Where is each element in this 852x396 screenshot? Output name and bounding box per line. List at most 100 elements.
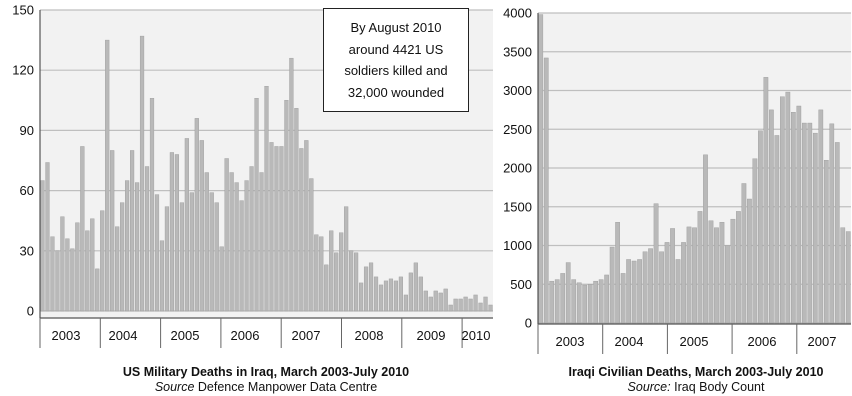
right-chart-title: Iraqi Civilian Deaths, March 2003-July 2… — [568, 365, 824, 379]
left-bar — [184, 138, 189, 312]
left-bar — [144, 166, 150, 312]
right-bar — [697, 211, 703, 324]
left-y-tick-label: 120 — [12, 63, 34, 78]
left-bar — [259, 172, 264, 312]
right-bar — [840, 227, 846, 324]
right-bar — [818, 109, 824, 324]
right-bar — [571, 279, 577, 324]
left-bar — [478, 302, 483, 312]
left-bar — [393, 280, 399, 312]
left-x-tick-labels: 2003 2004 2005 2006 2007 2008 2009 2010 — [52, 328, 491, 343]
left-bar — [274, 146, 279, 312]
left-x-tick-label: 2009 — [417, 328, 446, 343]
left-bar — [194, 118, 199, 312]
right-bar — [736, 211, 741, 324]
right-bar — [598, 279, 604, 324]
left-y-tick-label: 90 — [20, 123, 34, 138]
right-bar — [758, 130, 763, 324]
left-bar — [383, 280, 389, 312]
left-bar — [304, 140, 309, 312]
right-bar — [543, 57, 549, 324]
right-x-tick-labels: 2003 2004 2005 2006 2007 — [556, 334, 837, 349]
right-bar — [637, 259, 642, 324]
right-bar — [664, 242, 670, 324]
right-bar — [785, 91, 791, 324]
left-bar — [234, 182, 239, 312]
right-bar — [747, 198, 752, 324]
left-bar — [90, 218, 95, 312]
left-bar — [95, 268, 100, 312]
right-bar — [653, 203, 659, 324]
left-bar — [149, 98, 155, 312]
left-x-tick-label: 2008 — [355, 328, 384, 343]
left-bar — [189, 192, 194, 312]
left-bar — [378, 284, 384, 312]
right-bar — [692, 227, 697, 324]
left-x-tick-label: 2004 — [109, 328, 138, 343]
left-bar — [154, 194, 160, 312]
right-axes — [537, 13, 851, 354]
left-bar — [418, 276, 423, 312]
left-bar — [65, 238, 70, 312]
right-y-tick-label: 3000 — [503, 83, 532, 98]
left-bar — [244, 180, 249, 312]
left-bar — [329, 230, 334, 312]
right-bar — [675, 259, 681, 324]
left-bar — [130, 150, 135, 312]
left-axes — [39, 10, 493, 348]
left-bar — [70, 248, 75, 312]
left-bar — [239, 200, 244, 312]
right-chart-caption: Iraqi Civilian Deaths, March 2003-July 2… — [540, 365, 852, 395]
left-y-tick-label: 150 — [12, 3, 34, 18]
left-bar — [55, 250, 60, 312]
right-y-tick-label: 2500 — [503, 122, 532, 137]
right-bar — [763, 77, 769, 324]
left-bar — [309, 178, 314, 312]
right-y-tick-label: 2000 — [503, 161, 532, 176]
left-bar — [249, 166, 254, 312]
right-bar — [686, 226, 692, 324]
right-bar — [752, 158, 758, 324]
right-source-label: Source: — [627, 380, 671, 394]
left-bar — [438, 292, 443, 312]
right-bar — [703, 154, 708, 324]
right-bar — [549, 280, 555, 324]
left-bar — [229, 172, 234, 312]
right-bar — [659, 251, 664, 324]
left-bar — [324, 264, 329, 312]
right-x-tick-label: 2005 — [680, 334, 709, 349]
left-bar — [159, 240, 165, 312]
right-x-tick-label: 2007 — [808, 334, 837, 349]
right-bar — [796, 105, 802, 324]
left-y-tick-label: 0 — [27, 304, 34, 319]
right-y-tick-label: 1000 — [503, 238, 532, 253]
left-bar — [214, 202, 219, 312]
right-bar — [719, 222, 725, 324]
left-bar — [110, 150, 115, 312]
right-bar — [670, 228, 675, 324]
left-bar — [199, 140, 204, 312]
right-bar — [582, 284, 588, 324]
right-y-tick-labels: 0 500 1000 1500 2000 2500 3000 3500 4000 — [503, 6, 532, 331]
left-bar — [254, 98, 259, 312]
right-bar — [725, 245, 730, 324]
right-y-tick-label: 4000 — [503, 6, 532, 21]
left-bar — [349, 250, 354, 312]
left-bar — [398, 276, 403, 312]
left-bar — [403, 294, 408, 312]
left-bar — [125, 180, 130, 312]
left-bar — [473, 294, 478, 312]
right-x-tick-label: 2006 — [748, 334, 777, 349]
right-bar — [790, 111, 796, 324]
right-bar — [823, 160, 829, 324]
right-x-tick-label: 2004 — [615, 334, 644, 349]
left-x-tick-label: 2007 — [292, 328, 321, 343]
right-bar — [741, 183, 747, 324]
left-bar — [264, 86, 269, 312]
left-bar — [115, 226, 120, 312]
left-x-tick-label: 2003 — [52, 328, 81, 343]
left-bar — [483, 296, 488, 312]
left-bar — [373, 276, 379, 312]
right-bar — [780, 96, 785, 324]
